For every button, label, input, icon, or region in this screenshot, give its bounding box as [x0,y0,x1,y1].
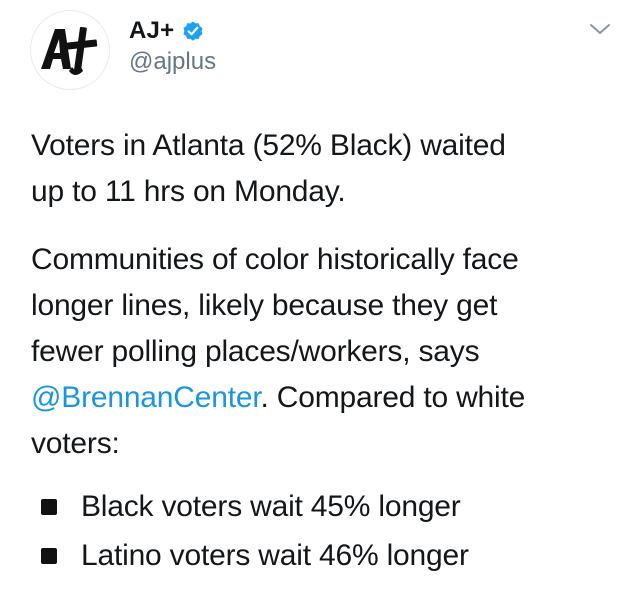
aj-plus-logo-icon [41,26,98,75]
handle[interactable]: @ajplus [129,48,217,75]
display-name-row[interactable]: AJ+ [129,16,205,46]
bullet-text: Black voters wait 45% longer [81,490,461,523]
tweet-paragraph-1: Voters in Atlanta (52% Black) waited up … [31,123,611,215]
text-line: voters: [31,427,120,460]
tweet-paragraph-2: Communities of color historically face l… [31,237,621,467]
text-line: @BrennanCenter. Compared to white [31,375,621,421]
bullet-item: Latino voters wait 46% longer [31,539,469,573]
text-fragment: . Compared to white [260,381,526,414]
verified-badge-icon [181,19,205,43]
bullet-text: Latino voters wait 46% longer [81,539,469,572]
text-line: longer lines, likely because they get [31,289,498,322]
bullet-item: Black voters wait 45% longer [31,490,461,524]
avatar[interactable] [30,10,110,90]
square-bullet-icon [41,548,57,564]
text-line: Communities of color historically face [31,243,519,276]
display-name[interactable]: AJ+ [129,17,175,44]
text-line: Voters in Atlanta (52% Black) waited [31,129,506,162]
chevron-down-icon[interactable] [587,19,613,39]
text-line: fewer polling places/workers, says [31,335,480,368]
square-bullet-icon [41,499,57,515]
text-line: up to 11 hrs on Monday. [31,175,346,208]
mention-link[interactable]: @BrennanCenter [31,381,261,414]
